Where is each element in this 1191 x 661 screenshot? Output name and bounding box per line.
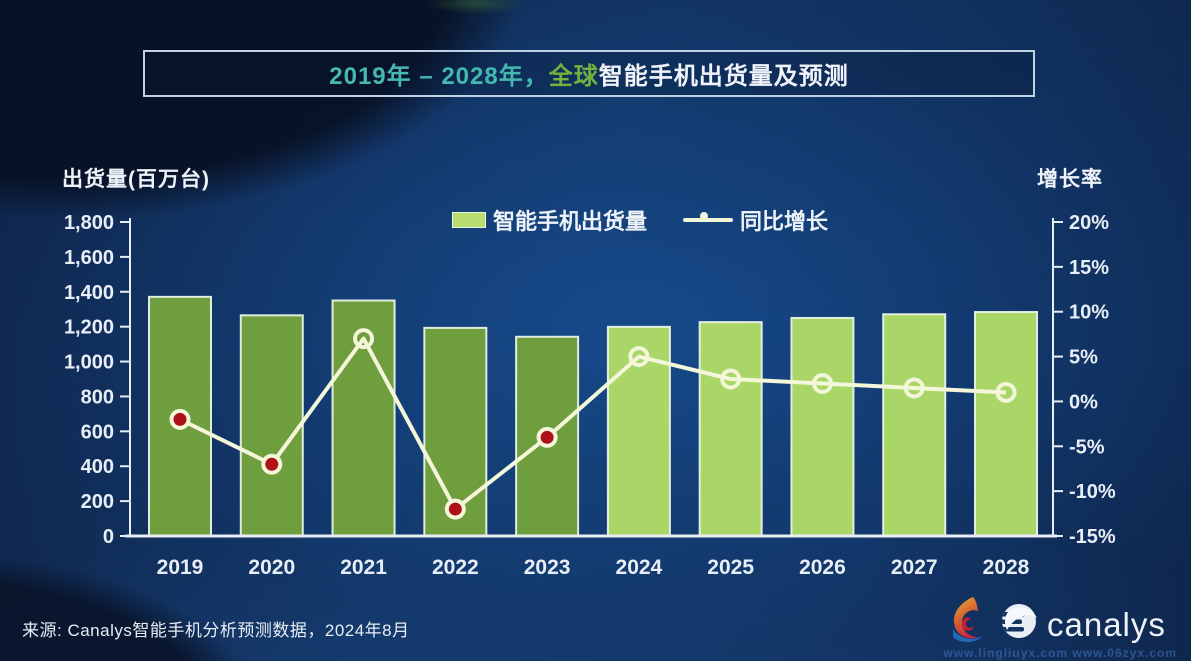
flame-swirl-icon (953, 597, 983, 643)
right-tick-label: -15% (1069, 526, 1116, 548)
right-tick-label: 5% (1069, 347, 1098, 369)
canalys-sphere-icon (1002, 604, 1037, 638)
canalys-wordmark: canalys (1047, 606, 1166, 643)
left-tick-label: 0 (103, 526, 114, 548)
title-text: 智能手机出货量及预测 (598, 63, 849, 90)
x-label-2023: 2023 (524, 556, 571, 579)
marker-2024 (628, 346, 650, 368)
x-label-2021: 2021 (340, 556, 387, 579)
left-tick-label: 1,200 (64, 317, 114, 339)
line-marker-icon (683, 210, 734, 230)
left-tick-label: 200 (81, 491, 114, 513)
marker-2027 (903, 377, 925, 399)
bar-2020 (239, 314, 304, 538)
left-tick-label: 1,000 (64, 352, 114, 374)
x-label-2028: 2028 (983, 556, 1030, 579)
canalys-logo: canalys (949, 596, 1175, 653)
left-tick-label: 800 (81, 386, 114, 408)
right-tick-label: 20% (1069, 212, 1109, 234)
right-tick-label: -10% (1069, 481, 1116, 503)
x-label-2019: 2019 (157, 556, 204, 579)
left-tick-label: 600 (81, 421, 114, 443)
marker-2023 (536, 426, 558, 448)
marker-2020 (261, 453, 283, 475)
right-axis-title: 增长率 (1037, 168, 1103, 191)
x-label-2024: 2024 (616, 556, 663, 579)
legend-label-growth: 同比增长 (740, 209, 829, 234)
left-axis-title: 出货量(百万台) (62, 168, 210, 191)
watermark-text: www.lingliuyx.com www.06zyx.com (943, 646, 1177, 660)
bar-2027 (882, 313, 947, 537)
left-tick-label: 400 (81, 456, 114, 478)
bar-2025 (698, 321, 763, 537)
right-tick-label: 10% (1069, 302, 1109, 324)
left-tick-label: 1,400 (64, 282, 114, 304)
bar-2026 (790, 316, 855, 538)
right-tick-label: 15% (1069, 257, 1109, 279)
x-label-2022: 2022 (432, 556, 479, 579)
legend-item-growth: 同比增长 (683, 204, 828, 236)
legend-label-shipments: 智能手机出货量 (493, 209, 648, 234)
x-label-2027: 2027 (891, 556, 938, 579)
marker-2026 (811, 372, 833, 394)
legend: 智能手机出货量 同比增长 (452, 206, 828, 234)
marker-2019 (169, 408, 191, 430)
source-note: 来源: Canalys智能手机分析预测数据，2024年8月 (22, 621, 410, 640)
canalys-logo-icon: canalys (953, 597, 1166, 643)
legend-item-shipments: 智能手机出货量 (452, 204, 647, 236)
title-year-range: 2019年 – 2028年， (329, 63, 549, 90)
marker-2021 (353, 328, 375, 350)
bar-swatch-icon (452, 212, 486, 228)
x-label-2020: 2020 (248, 556, 295, 579)
growth-line (179, 336, 1007, 512)
marker-2028 (995, 381, 1017, 403)
title-highlight: 全球 (548, 63, 599, 90)
right-tick-label: -5% (1069, 436, 1105, 458)
marker-2025 (720, 368, 742, 390)
bar-2028 (974, 311, 1038, 537)
marker-2022 (444, 498, 466, 520)
left-tick-label: 1,600 (64, 247, 114, 269)
chart-title: 2019年 – 2028年， 全球 智能手机出货量及预测 (143, 50, 1035, 97)
x-label-2026: 2026 (799, 556, 846, 579)
x-label-2025: 2025 (707, 556, 754, 579)
right-tick-label: 0% (1069, 391, 1098, 413)
bar-2021 (331, 299, 396, 537)
left-tick-label: 1,800 (64, 212, 114, 234)
